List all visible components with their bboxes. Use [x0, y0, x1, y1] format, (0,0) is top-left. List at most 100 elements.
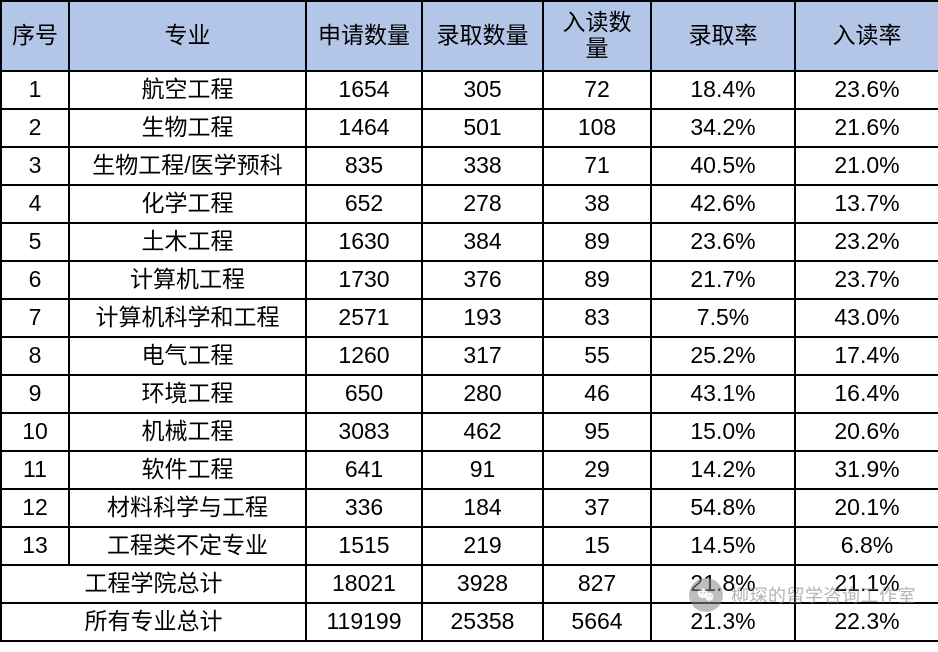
- table-cell: 34.2%: [651, 109, 795, 147]
- table-cell: 14.5%: [651, 527, 795, 565]
- table-cell: 83: [543, 299, 651, 337]
- admissions-stats-table: 序号 专业 申请数量 录取数量 入读数 量 录取率 入读率 1航空工程16543…: [0, 0, 938, 642]
- table-cell: 22.3%: [795, 603, 938, 641]
- table-cell: 12: [1, 489, 69, 527]
- table-row: 6计算机工程17303768921.7%23.7%: [1, 261, 938, 299]
- table-cell: 航空工程: [69, 71, 306, 109]
- table-cell: 1515: [306, 527, 422, 565]
- col-header-index: 序号: [1, 1, 69, 71]
- table-cell: 827: [543, 565, 651, 603]
- table-cell: 1730: [306, 261, 422, 299]
- table-cell: 17.4%: [795, 337, 938, 375]
- table-cell: 21.6%: [795, 109, 938, 147]
- table-row: 12材料科学与工程3361843754.8%20.1%: [1, 489, 938, 527]
- table-cell: 材料科学与工程: [69, 489, 306, 527]
- table-cell: 3083: [306, 413, 422, 451]
- table-cell: 31.9%: [795, 451, 938, 489]
- table-cell: 6.8%: [795, 527, 938, 565]
- col-header-enroll-rate: 入读率: [795, 1, 938, 71]
- table-cell: 16.4%: [795, 375, 938, 413]
- table-cell: 43.1%: [651, 375, 795, 413]
- table-cell: 1654: [306, 71, 422, 109]
- table-cell: 21.0%: [795, 147, 938, 185]
- table-cell: 23.6%: [795, 71, 938, 109]
- col-header-admit-rate: 录取率: [651, 1, 795, 71]
- table-cell: 89: [543, 261, 651, 299]
- table-cell: 184: [422, 489, 543, 527]
- table-cell: 18.4%: [651, 71, 795, 109]
- table-cell: 55: [543, 337, 651, 375]
- table-cell: 23.7%: [795, 261, 938, 299]
- summary-label: 工程学院总计: [1, 565, 306, 603]
- table-cell: 13.7%: [795, 185, 938, 223]
- table-cell: 650: [306, 375, 422, 413]
- table-cell: 2571: [306, 299, 422, 337]
- col-header-applied: 申请数量: [306, 1, 422, 71]
- table-cell: 376: [422, 261, 543, 299]
- table-cell: 1630: [306, 223, 422, 261]
- table-cell: 89: [543, 223, 651, 261]
- table-cell: 生物工程/医学预科: [69, 147, 306, 185]
- table-cell: 336: [306, 489, 422, 527]
- table-cell: 14.2%: [651, 451, 795, 489]
- table-cell: 7.5%: [651, 299, 795, 337]
- table-cell: 23.6%: [651, 223, 795, 261]
- table-cell: 工程类不定专业: [69, 527, 306, 565]
- table-cell: 7: [1, 299, 69, 337]
- table-cell: 1: [1, 71, 69, 109]
- table-cell: 23.2%: [795, 223, 938, 261]
- col-header-admitted: 录取数量: [422, 1, 543, 71]
- table-row: 4化学工程6522783842.6%13.7%: [1, 185, 938, 223]
- table-cell: 338: [422, 147, 543, 185]
- table-cell: 462: [422, 413, 543, 451]
- table-cell: 2: [1, 109, 69, 147]
- table-cell: 42.6%: [651, 185, 795, 223]
- table-cell: 6: [1, 261, 69, 299]
- table-cell: 3928: [422, 565, 543, 603]
- table-row: 7计算机科学和工程2571193837.5%43.0%: [1, 299, 938, 337]
- table-cell: 18021: [306, 565, 422, 603]
- table-cell: 10: [1, 413, 69, 451]
- table-row: 3生物工程/医学预科8353387140.5%21.0%: [1, 147, 938, 185]
- table-cell: 3: [1, 147, 69, 185]
- table-cell: 652: [306, 185, 422, 223]
- table-cell: 317: [422, 337, 543, 375]
- table-cell: 11: [1, 451, 69, 489]
- col-header-major: 专业: [69, 1, 306, 71]
- table-cell: 501: [422, 109, 543, 147]
- table-cell: 5: [1, 223, 69, 261]
- table-cell: 机械工程: [69, 413, 306, 451]
- table-cell: 280: [422, 375, 543, 413]
- table-cell: 21.1%: [795, 565, 938, 603]
- table-cell: 1260: [306, 337, 422, 375]
- table-cell: 37: [543, 489, 651, 527]
- table-cell: 21.8%: [651, 565, 795, 603]
- table-row: 11软件工程641912914.2%31.9%: [1, 451, 938, 489]
- table-cell: 193: [422, 299, 543, 337]
- table-row: 5土木工程16303848923.6%23.2%: [1, 223, 938, 261]
- table-cell: 15: [543, 527, 651, 565]
- col-header-enrolled: 入读数 量: [543, 1, 651, 71]
- table-cell: 119199: [306, 603, 422, 641]
- table-cell: 43.0%: [795, 299, 938, 337]
- table-cell: 20.6%: [795, 413, 938, 451]
- table-cell: 21.3%: [651, 603, 795, 641]
- table-row: 1航空工程16543057218.4%23.6%: [1, 71, 938, 109]
- table-header-row: 序号 专业 申请数量 录取数量 入读数 量 录取率 入读率: [1, 1, 938, 71]
- table-cell: 835: [306, 147, 422, 185]
- table-cell: 641: [306, 451, 422, 489]
- table-cell: 40.5%: [651, 147, 795, 185]
- table-row: 8电气工程12603175525.2%17.4%: [1, 337, 938, 375]
- table-cell: 13: [1, 527, 69, 565]
- table-cell: 384: [422, 223, 543, 261]
- table-cell: 71: [543, 147, 651, 185]
- table-cell: 化学工程: [69, 185, 306, 223]
- table-summary-row: 工程学院总计18021392882721.8%21.1%: [1, 565, 938, 603]
- table-cell: 电气工程: [69, 337, 306, 375]
- table-cell: 9: [1, 375, 69, 413]
- table-cell: 72: [543, 71, 651, 109]
- table-cell: 46: [543, 375, 651, 413]
- table-cell: 1464: [306, 109, 422, 147]
- table-cell: 计算机工程: [69, 261, 306, 299]
- table-cell: 29: [543, 451, 651, 489]
